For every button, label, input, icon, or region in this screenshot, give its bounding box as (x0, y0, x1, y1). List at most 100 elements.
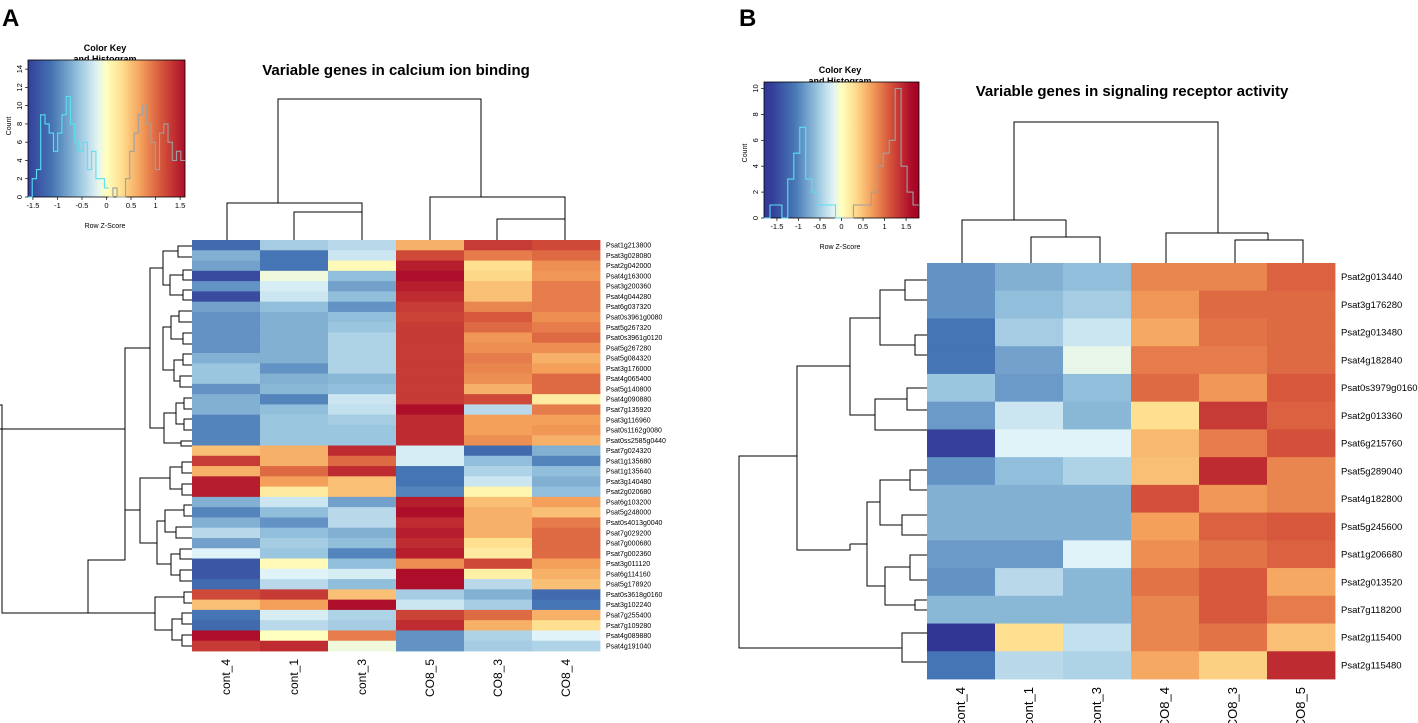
panel-a-heatmap-cell (464, 527, 533, 539)
panel-a-heatmap-cell (192, 558, 261, 570)
panel-b-heatmap-row-label: Psat7g118200 (1341, 605, 1402, 616)
panel-a-color-key-gradient (28, 60, 185, 197)
panel-a-heatmap-cell (260, 342, 329, 354)
panel-b-color-key-x-tick-label: 0 (839, 222, 843, 231)
panel-a-heatmap-cell (260, 527, 329, 539)
panel-a-heatmap-cell (192, 424, 261, 436)
panel-a-heatmap-cell (464, 445, 533, 457)
panel-a-heatmap-row-label: Psat7g109280 (606, 623, 651, 630)
panel-a-heatmap-row-label: Psat0s3618g0160 (606, 592, 663, 599)
panel-a-heatmap-column-label: CO8_5 (423, 659, 437, 697)
panel-a-heatmap-cell (464, 311, 533, 323)
panel-a-heatmap-cell (532, 548, 601, 559)
panel-a-heatmap-cell (328, 291, 397, 303)
panel-a-heatmap-cell (328, 486, 397, 498)
panel-a-color-key-ylabel: Count (6, 117, 13, 136)
panel-b-heatmap-cell (1267, 651, 1336, 680)
panel-a-heatmap-row-label: Psat6g103200 (606, 499, 651, 506)
panel-a-heatmap-cell (532, 404, 601, 416)
panel-b-heatmap-column-label: CO8_5 (1293, 687, 1308, 723)
panel-a-heatmap-cell (260, 620, 329, 631)
panel-b-heatmap-cell (1267, 484, 1336, 513)
panel-a-heatmap-cell (532, 445, 601, 457)
panel-a-heatmap-cell (464, 404, 533, 416)
panel-a-heatmap-cell (192, 496, 261, 508)
panel-b-heatmap-cell (1063, 346, 1132, 375)
panel-a-heatmap-cell (328, 579, 397, 590)
panel-a-heatmap-cell (328, 517, 397, 529)
panel-a-heatmap-cell (532, 568, 601, 580)
panel-a-heatmap-cell (396, 517, 465, 529)
panel-b-heatmap-cell (1063, 290, 1132, 319)
panel-b-heatmap-cell (1267, 568, 1336, 597)
panel-a-heatmap-cell (464, 496, 533, 508)
panel-a-heatmap-cell (260, 486, 329, 498)
panel-b-heatmap-cell (1267, 373, 1336, 403)
panel-b-color-key: -1.5 -1 -0.5 0 0.5 1 1.5 0 2 4 6 8 10 (751, 81, 920, 231)
panel-b-color-key-ylabel: Count (742, 144, 749, 163)
panel-a-heatmap-cell (328, 609, 397, 621)
panel-a-heatmap-column-label: cont_1 (287, 659, 301, 695)
panel-b-heatmap-cell (995, 346, 1064, 375)
panel-b-heatmap-column-label: cont_1 (1021, 687, 1036, 723)
panel-a-heatmap-cell (192, 609, 261, 621)
panel-a-color-key-histogram-high (108, 105, 185, 198)
panel-b-row-dendrogram (738, 279, 927, 663)
panel-a-heatmap-cell (464, 589, 533, 601)
panel-a-heatmap-cell (260, 424, 329, 436)
panel-a-heatmap-cell (396, 609, 465, 621)
panel-b-heatmap-cell (1131, 290, 1200, 319)
panel-a-heatmap-cell (396, 240, 465, 251)
panel-a-heatmap-cell (192, 507, 261, 518)
panel-b-heatmap-cell (1199, 595, 1268, 624)
panel-a-heatmap-cell (328, 620, 397, 631)
panel-a-heatmap-row-label: Psat5g248000 (606, 510, 651, 517)
panel-a-heatmap-row-label: Psat0s3961g0120 (606, 335, 663, 342)
panel-a-heatmap-cell (260, 404, 329, 416)
panel-a-heatmap-row-label: Psat5g178920 (606, 582, 651, 589)
panel-a-heatmap-cell (532, 353, 601, 364)
panel-b-color-key-histogram-low (764, 126, 842, 219)
panel-a-heatmap-cell (328, 558, 397, 570)
panel-a-heatmap-row-label: Psat4g089880 (606, 633, 651, 640)
panel-a-heatmap-cell (464, 630, 533, 642)
panel-b-heatmap-cell (1063, 401, 1132, 430)
panel-b-color-key-y-tick-label: 8 (751, 112, 760, 116)
panel-a-heatmap-cell (532, 620, 601, 631)
panel-a-heatmap-cell (328, 311, 397, 323)
panel-a-heatmap-cell (532, 579, 601, 590)
panel-a-heatmap-row-label: Psat1g135680 (606, 458, 651, 465)
panel-b-letter: B (739, 5, 756, 32)
panel-b-heatmap-row-label: Psat2g115400 (1341, 633, 1402, 644)
panel-b-heatmap-cell (927, 457, 996, 486)
panel-a-color-key-subtitle: and Histogram (73, 54, 136, 64)
panel-a-heatmap-cell (260, 517, 329, 529)
panel-b-color-key-gradient (764, 82, 919, 218)
panel-a-heatmap-cell (260, 496, 329, 508)
panel-a-heatmap-cell (532, 301, 601, 313)
panel-a-heatmap-cell (328, 466, 397, 477)
panel-a-heatmap-cell (532, 342, 601, 354)
panel-b-heatmap-cell (995, 318, 1064, 347)
panel-a-heatmap-cell (464, 240, 533, 251)
panel-a-heatmap-cell (532, 517, 601, 529)
panel-b-heatmap-cell (1267, 290, 1336, 319)
panel-a-heatmap-cell (464, 466, 533, 477)
panel-b-heatmap-cell (995, 484, 1064, 513)
panel-a-heatmap-cell (328, 496, 397, 508)
panel-b-heatmap-row-label: Psat5g289040 (1341, 466, 1402, 477)
panel-a-heatmap-cell (260, 291, 329, 303)
panel-b-color-key-x-tick-label: -1.5 (770, 222, 783, 231)
panel-a-heatmap: Psat1g213800 Psat3g028080 Psat2g042000 Psat… (192, 240, 666, 697)
panel-b-heatmap-cell (995, 401, 1064, 430)
panel-a-heatmap-cell (396, 332, 465, 344)
panel-a-heatmap-row-label: Psat0s1162g0080 (606, 428, 662, 435)
panel-a-heatmap-cell (464, 250, 533, 261)
panel-a-heatmap-row-label: Psat3g140480 (606, 479, 651, 486)
panel-a-heatmap-cell (396, 353, 465, 364)
panel-b-heatmap-cell (927, 484, 996, 513)
panel-a-heatmap-cell (192, 322, 261, 333)
panel-a-heatmap-cell (260, 548, 329, 559)
panel-a-heatmap-cell (532, 240, 601, 251)
panel-a-heatmap-cell (464, 609, 533, 621)
